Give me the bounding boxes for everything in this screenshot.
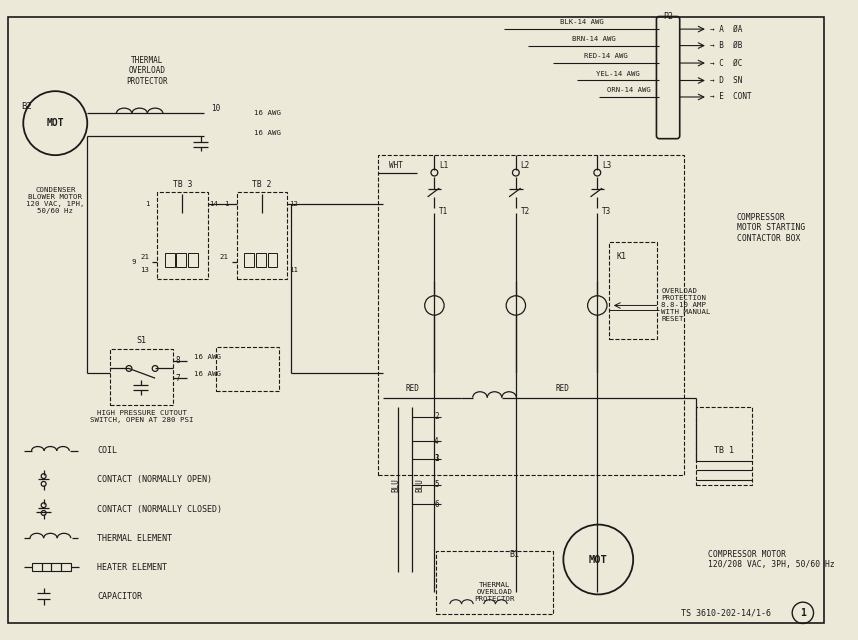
Text: 1: 1 [145,201,149,207]
Bar [188,253,198,267]
Text: 5: 5 [434,481,438,490]
Bar [157,192,208,279]
Bar [256,253,266,267]
Bar [110,349,172,405]
Text: HEATER ELEMENT: HEATER ELEMENT [97,563,167,572]
Text: 6: 6 [434,500,438,509]
Text: 16 AWG: 16 AWG [194,371,221,378]
Text: T1: T1 [439,207,449,216]
Text: CONTACT (NORMALLY CLOSED): CONTACT (NORMALLY CLOSED) [97,504,222,513]
Text: BRN-14 AWG: BRN-14 AWG [572,36,616,42]
Bar [32,563,42,571]
Text: → C  ØC: → C ØC [710,58,742,68]
Text: YEL-14 AWG: YEL-14 AWG [596,70,640,77]
Text: 11: 11 [289,267,298,273]
Bar [61,563,70,571]
Bar [245,253,254,267]
Text: T3: T3 [602,207,612,216]
Text: → D  SN: → D SN [710,76,742,85]
Bar [165,253,174,267]
Text: TB 1: TB 1 [715,447,734,456]
Text: 14: 14 [209,201,219,207]
Text: 16 AWG: 16 AWG [254,111,281,116]
Text: COMPRESSOR MOTOR
120/208 VAC, 3PH, 50/60 Hz: COMPRESSOR MOTOR 120/208 VAC, 3PH, 50/60… [708,550,835,569]
Text: B1: B1 [509,550,519,559]
Text: 8: 8 [176,356,180,365]
Text: T2: T2 [521,207,530,216]
Text: 16 AWG: 16 AWG [254,130,281,136]
Text: 2: 2 [434,412,438,422]
Bar [177,253,186,267]
Text: 1: 1 [224,201,229,207]
Text: → E  CONT: → E CONT [710,93,752,102]
Bar [268,253,277,267]
Text: 12: 12 [289,201,298,207]
Text: S1: S1 [136,336,147,345]
Bar [51,563,61,571]
Text: THERMAL
OVERLOAD
PROTECTOR: THERMAL OVERLOAD PROTECTOR [474,582,515,602]
Text: RED: RED [405,385,419,394]
Text: COIL: COIL [97,447,117,456]
Text: TB 2: TB 2 [252,180,271,189]
Text: 9: 9 [131,259,136,265]
Text: 10: 10 [211,104,221,113]
Text: L3: L3 [602,161,612,170]
Text: THERMAL
OVERLOAD
PROTECTOR: THERMAL OVERLOAD PROTECTOR [127,56,168,86]
Bar [696,407,752,485]
Text: 21: 21 [141,254,149,260]
Text: BLK-14 AWG: BLK-14 AWG [560,19,604,26]
Text: 7: 7 [176,374,180,383]
Text: COMPRESSOR
MOTOR STARTING
CONTACTOR BOX: COMPRESSOR MOTOR STARTING CONTACTOR BOX [737,213,805,243]
Text: ORN-14 AWG: ORN-14 AWG [607,87,651,93]
Text: P2: P2 [663,12,673,21]
Text: WHT: WHT [389,161,402,170]
Text: L1: L1 [439,161,449,170]
Text: MOT: MOT [46,118,64,128]
Text: 4: 4 [434,436,438,445]
Bar [216,347,279,391]
Text: 13: 13 [141,267,149,273]
Bar [609,243,657,339]
Text: BLU: BLU [415,478,425,492]
Text: RED: RED [555,385,570,394]
Text: RED-14 AWG: RED-14 AWG [584,53,628,60]
Text: 16 AWG: 16 AWG [194,354,221,360]
Text: 21: 21 [220,254,229,260]
Bar [237,192,287,279]
Text: OVERLOAD
PROTECTION
8.8-10 AMP
WITH MANUAL
RESET: OVERLOAD PROTECTION 8.8-10 AMP WITH MANU… [662,289,710,323]
Text: L2: L2 [521,161,530,170]
Text: MOT: MOT [589,554,607,564]
Bar [437,551,553,614]
Text: TS 3610-202-14/1-6: TS 3610-202-14/1-6 [681,609,770,618]
Text: THERMAL ELEMENT: THERMAL ELEMENT [97,534,172,543]
Text: K1: K1 [617,252,626,262]
Text: CAPACITOR: CAPACITOR [97,592,142,601]
Text: BLU: BLU [391,478,400,492]
Text: CONDENSER
BLOWER MOTOR
120 VAC, 1PH,
50/60 Hz: CONDENSER BLOWER MOTOR 120 VAC, 1PH, 50/… [26,188,85,214]
Bar [378,155,684,475]
Text: → A  ØA: → A ØA [710,24,742,34]
Text: B2: B2 [21,102,32,111]
Text: 3: 3 [434,454,438,463]
Text: TB 3: TB 3 [172,180,192,189]
Text: 1: 1 [800,608,806,618]
Text: → B  ØB: → B ØB [710,41,742,50]
Bar [42,563,51,571]
Text: CONTACT (NORMALLY OPEN): CONTACT (NORMALLY OPEN) [97,476,212,484]
Text: 1: 1 [434,454,438,463]
Text: HIGH PRESSURE CUTOUT
SWITCH, OPEN AT 280 PSI: HIGH PRESSURE CUTOUT SWITCH, OPEN AT 280… [90,410,193,424]
